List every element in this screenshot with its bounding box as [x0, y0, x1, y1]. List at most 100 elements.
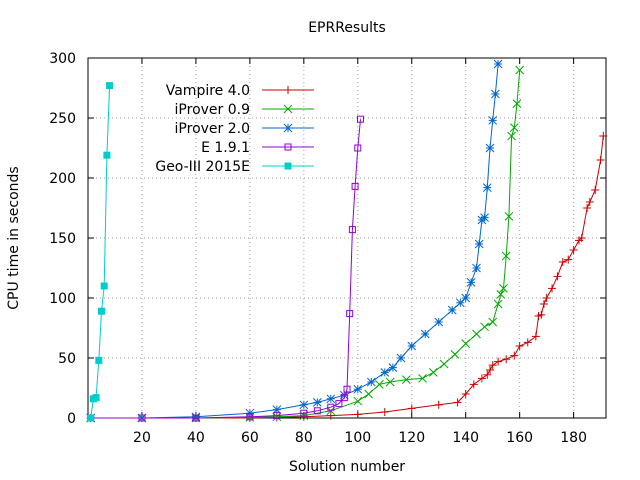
data-point	[510, 351, 519, 360]
series-2	[86, 65, 525, 423]
data-point	[346, 310, 354, 318]
data-point	[599, 132, 608, 140]
y-tick-label: 100	[49, 291, 76, 307]
legend-marker	[283, 123, 293, 133]
data-point	[326, 411, 335, 420]
x-tick-label: 80	[295, 430, 313, 446]
data-point	[569, 246, 578, 254]
data-point	[493, 59, 503, 69]
data-point	[366, 377, 376, 387]
data-point	[103, 151, 111, 159]
data-point	[354, 144, 362, 152]
data-point	[353, 384, 363, 394]
data-point	[469, 380, 478, 389]
chart-title: EPRResults	[308, 20, 386, 36]
legend-label: Vampire 4.0	[166, 83, 250, 99]
legend-label: iProver 0.9	[175, 102, 250, 118]
data-point	[343, 385, 351, 393]
data-point	[246, 413, 254, 421]
data-point	[477, 374, 486, 383]
data-point	[480, 213, 489, 222]
legend-marker	[283, 104, 293, 114]
data-point	[300, 409, 308, 417]
data-point	[299, 412, 308, 421]
data-point	[466, 278, 476, 287]
data-point	[523, 338, 532, 347]
data-point	[348, 226, 356, 234]
data-point	[351, 182, 359, 190]
data-point	[515, 65, 525, 75]
data-point	[494, 357, 503, 366]
data-point	[491, 89, 500, 99]
data-point	[502, 355, 511, 364]
data-point	[106, 82, 114, 90]
data-point	[364, 389, 373, 399]
data-point	[407, 404, 416, 413]
data-point	[485, 366, 494, 374]
y-tick-label: 300	[49, 51, 76, 67]
data-point	[97, 307, 105, 315]
data-point	[558, 258, 567, 266]
x-tick-label: 60	[241, 430, 259, 446]
data-point	[496, 290, 506, 299]
legend-label: Geo-III 2015E	[155, 159, 250, 175]
data-point	[591, 186, 600, 194]
x-tick-label: 160	[506, 430, 533, 446]
axis-ticks: 0 50 100 150 200 250 300 20 40 60 80 100 120 140 160 18…	[49, 51, 606, 446]
data-point	[447, 305, 457, 315]
data-point	[407, 341, 417, 351]
data-point	[273, 412, 281, 420]
x-tick-label: 140	[452, 430, 479, 446]
data-point	[537, 310, 546, 319]
data-point	[461, 390, 470, 398]
data-point	[335, 400, 343, 408]
series-group	[86, 59, 608, 423]
data-point	[482, 183, 492, 192]
x-tick-label: 40	[187, 430, 205, 446]
data-point	[564, 255, 573, 264]
data-point	[327, 403, 335, 411]
legend-marker	[284, 162, 292, 170]
data-point	[299, 400, 309, 410]
data-point	[434, 400, 443, 409]
legend: Vampire 4.0 iProver 0.9 iProver 2.0 E 1.9.1…	[155, 83, 314, 175]
data-point	[313, 407, 321, 415]
data-point	[504, 212, 514, 221]
data-point	[501, 251, 511, 261]
data-point	[474, 239, 484, 249]
data-point	[488, 361, 497, 370]
data-point	[326, 394, 336, 404]
data-point	[380, 368, 390, 377]
data-point	[499, 284, 508, 293]
legend-label: E 1.9.1	[201, 140, 250, 156]
data-point	[340, 394, 348, 402]
gridlines	[88, 57, 606, 419]
data-point	[356, 115, 364, 123]
data-point	[483, 370, 492, 379]
data-point	[396, 353, 406, 363]
data-point	[553, 272, 562, 281]
y-tick-label: 0	[67, 411, 76, 427]
data-point	[453, 398, 462, 407]
data-point	[515, 342, 524, 350]
data-point	[375, 380, 384, 389]
data-point	[585, 198, 594, 206]
y-tick-label: 150	[49, 231, 76, 247]
data-point	[472, 263, 481, 273]
x-axis-label: Solution number	[289, 459, 405, 475]
data-point	[488, 317, 498, 327]
data-point	[434, 317, 444, 327]
data-point	[138, 414, 146, 422]
data-point	[353, 410, 362, 419]
data-point	[402, 375, 411, 384]
data-point	[388, 363, 398, 372]
data-point	[548, 284, 557, 293]
data-point	[512, 99, 522, 108]
data-point	[461, 339, 471, 348]
data-point	[485, 143, 495, 153]
data-point	[480, 322, 489, 332]
y-tick-label: 50	[58, 351, 76, 367]
data-point	[353, 396, 363, 406]
x-tick-label: 20	[133, 430, 151, 446]
